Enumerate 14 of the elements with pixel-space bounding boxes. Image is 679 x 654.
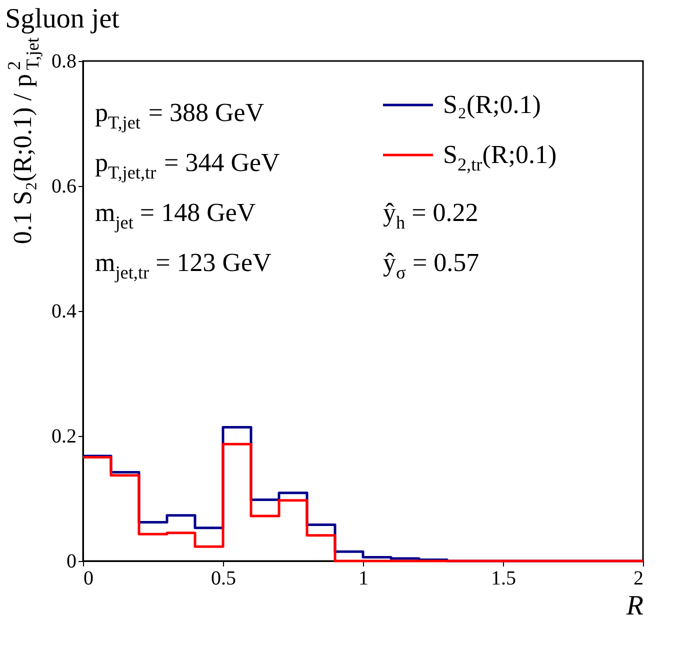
y-tick-label: 0.2	[52, 426, 76, 448]
legend-label: S₂(R;0.1)	[443, 90, 541, 119]
y-tick-label: 0	[66, 550, 76, 572]
x-tick-label: 1.5	[491, 568, 516, 590]
x-tick-label: 0.5	[211, 568, 236, 590]
chart-title: Sgluon jet	[5, 4, 120, 35]
y-axis-title: 0.1 S₂(R;0.1) / p2T,jet	[4, 38, 42, 244]
x-tick-label: 0	[84, 568, 94, 590]
y-tick-label: 0.8	[52, 50, 76, 72]
y-tick-label: 0.4	[52, 300, 76, 322]
x-tick-label: 2	[634, 568, 644, 590]
y-tick-label: 0.6	[52, 176, 76, 198]
x-tick-label: 1	[358, 568, 368, 590]
x-axis-title: R	[625, 590, 644, 622]
